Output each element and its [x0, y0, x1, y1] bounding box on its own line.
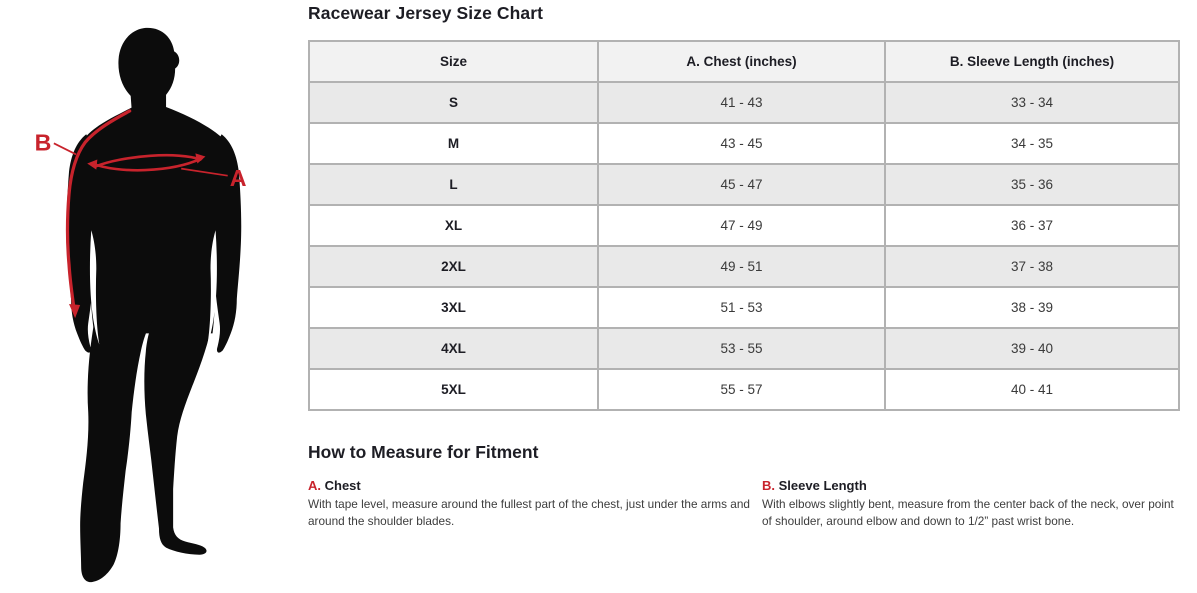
sleeve-letter: B.	[762, 478, 775, 493]
chest-instruction-text: With tape level, measure around the full…	[308, 497, 750, 528]
size-cell: L	[308, 163, 599, 206]
chest-cell: 53 - 55	[597, 327, 886, 370]
label-a-pointer-line	[181, 167, 228, 177]
table-row: 3XL 51 - 53 38 - 39	[308, 286, 1180, 329]
sleeve-cell: 38 - 39	[884, 286, 1180, 329]
chest-cell: 45 - 47	[597, 163, 886, 206]
table-row: L 45 - 47 35 - 36	[308, 163, 1180, 206]
header-chest: A. Chest (inches)	[597, 40, 886, 83]
silhouette-right-arm	[213, 134, 242, 353]
arm-torso-gaps	[89, 230, 217, 345]
sleeve-cell: 35 - 36	[884, 163, 1180, 206]
silhouette-torso	[86, 106, 223, 334]
sleeve-title-text: Sleeve Length	[778, 478, 867, 493]
header-sleeve: B. Sleeve Length (inches)	[884, 40, 1180, 83]
how-to-measure-heading: How to Measure for Fitment	[308, 442, 539, 462]
size-cell: 2XL	[308, 245, 599, 288]
sleeve-cell: 33 - 34	[884, 81, 1180, 124]
sleeve-cell: 37 - 38	[884, 245, 1180, 288]
sleeve-arrowhead-icon	[69, 304, 81, 319]
sleeve-instruction-section: B. Sleeve Length With elbows slightly be…	[762, 478, 1178, 530]
sleeve-cell: 40 - 41	[884, 368, 1180, 411]
size-cell: S	[308, 81, 599, 124]
table-row: XL 47 - 49 36 - 37	[308, 204, 1180, 247]
size-cell: XL	[308, 204, 599, 247]
table-row: 2XL 49 - 51 37 - 38	[308, 245, 1180, 288]
size-cell: 5XL	[308, 368, 599, 411]
label-b-pointer-line	[53, 142, 77, 156]
chest-cell: 55 - 57	[597, 368, 886, 411]
silhouette-left-leg	[80, 321, 153, 583]
chest-cell: 43 - 45	[597, 122, 886, 165]
sleeve-instruction-title: B. Sleeve Length	[762, 478, 1178, 493]
page-title: Racewear Jersey Size Chart	[308, 3, 544, 23]
header-size: Size	[308, 40, 599, 83]
sleeve-instruction-text: With elbows slightly bent, measure from …	[762, 497, 1174, 528]
male-silhouette-diagram: A B	[35, 27, 247, 583]
sleeve-measure-line	[65, 109, 132, 311]
chest-instruction-section: A. Chest With tape level, measure around…	[308, 478, 754, 530]
table-header-row: Size A. Chest (inches) B. Sleeve Length …	[308, 40, 1180, 83]
silhouette-right-leg	[144, 321, 213, 555]
figure-label-a: A	[230, 165, 247, 191]
table-row: S 41 - 43 33 - 34	[308, 81, 1180, 124]
sleeve-cell: 34 - 35	[884, 122, 1180, 165]
chest-title-text: Chest	[324, 478, 361, 493]
chest-letter: A.	[308, 478, 321, 493]
chest-cell: 49 - 51	[597, 245, 886, 288]
measurement-annotations: A B	[35, 109, 247, 319]
table-row: M 43 - 45 34 - 35	[308, 122, 1180, 165]
chest-cell: 51 - 53	[597, 286, 886, 329]
chest-cell: 47 - 49	[597, 204, 886, 247]
table-row: 5XL 55 - 57 40 - 41	[308, 368, 1180, 411]
silhouette-left-arm	[66, 134, 95, 353]
size-cell: 3XL	[308, 286, 599, 329]
chest-arrowhead-left-icon	[87, 159, 98, 170]
sleeve-cell: 39 - 40	[884, 327, 1180, 370]
sleeve-cell: 36 - 37	[884, 204, 1180, 247]
size-chart-table: Size A. Chest (inches) B. Sleeve Length …	[308, 40, 1180, 411]
table-row: 4XL 53 - 55 39 - 40	[308, 327, 1180, 370]
measurement-figure: A B	[28, 18, 294, 584]
chest-instruction-title: A. Chest	[308, 478, 754, 493]
chest-measure-loop-bottom	[90, 157, 203, 172]
silhouette-head	[118, 27, 180, 110]
chest-arrowhead-right-icon	[195, 153, 206, 164]
chest-cell: 41 - 43	[597, 81, 886, 124]
chest-measure-loop-top	[93, 153, 202, 168]
figure-label-b: B	[35, 129, 52, 155]
size-cell: 4XL	[308, 327, 599, 370]
size-cell: M	[308, 122, 599, 165]
